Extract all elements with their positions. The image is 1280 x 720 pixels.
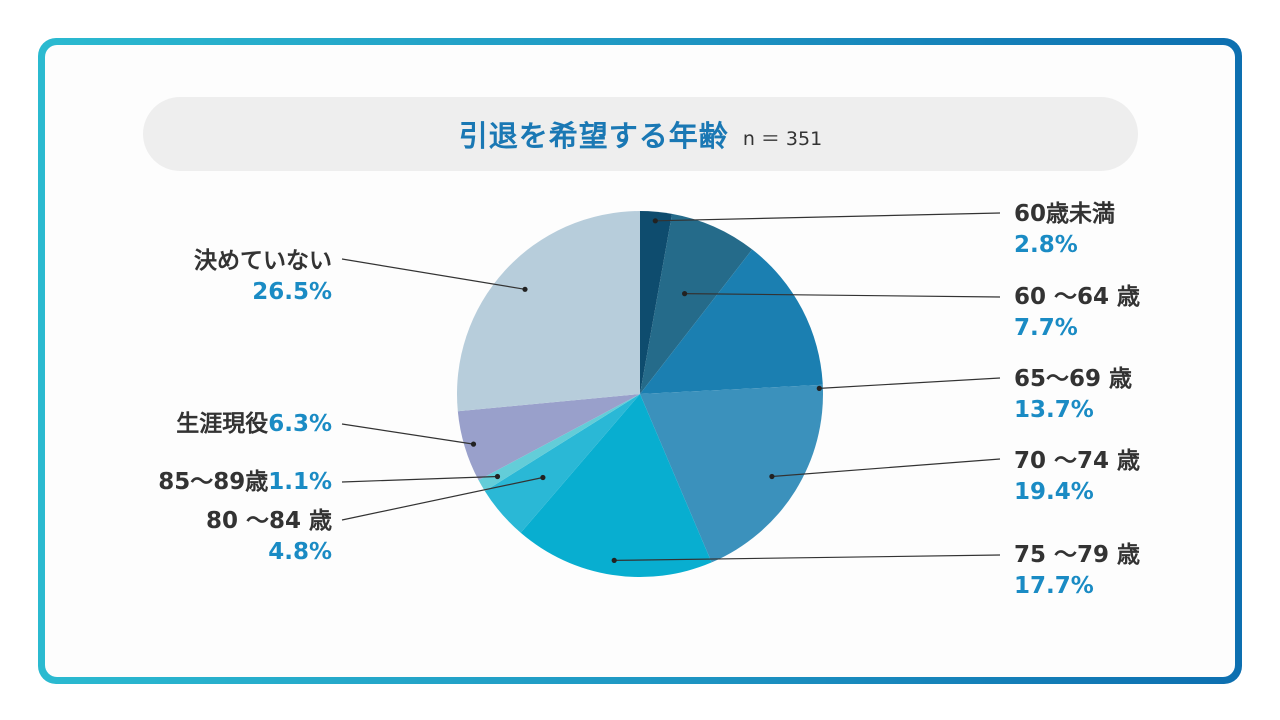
label-70-74-name: 70 〜74 歳 xyxy=(1014,448,1141,474)
label-75-79-name: 75 〜79 歳 xyxy=(1014,542,1141,568)
label-lifelong-pct: 6.3% xyxy=(268,411,332,437)
label-lifelong-name: 生涯現役 xyxy=(176,411,269,437)
leader-line-7 xyxy=(341,423,474,445)
label-undecided-name: 決めていない xyxy=(194,248,332,274)
leader-line-6 xyxy=(341,475,498,483)
pie-slice-8 xyxy=(456,211,640,412)
label-60-64: 60 〜64 歳 7.7% xyxy=(1014,282,1140,344)
label-lifelong: 生涯現役6.3% xyxy=(176,409,332,440)
leader-dot-2 xyxy=(816,385,822,391)
title-bar: 引退を希望する年齢 n ＝ 351 xyxy=(143,97,1138,171)
chart-title: 引退を希望する年齢 xyxy=(458,119,729,153)
label-under-60-pct: 2.8% xyxy=(1014,232,1078,258)
sample-size: n ＝ 351 xyxy=(742,127,823,150)
pie-slice-0 xyxy=(640,211,673,394)
label-60-64-pct: 7.7% xyxy=(1014,315,1078,341)
label-80-84-pct: 4.8% xyxy=(268,539,332,565)
label-85-89-name: 85〜89歳 xyxy=(158,469,269,495)
leader-dot-7 xyxy=(470,441,477,447)
label-70-74-pct: 19.4% xyxy=(1014,479,1094,505)
label-undecided: 決めていない 26.5% xyxy=(194,246,332,308)
label-75-79-pct: 17.7% xyxy=(1014,573,1094,599)
leader-line-3 xyxy=(771,458,1001,478)
leader-line-5 xyxy=(341,476,544,521)
leader-dot-4 xyxy=(611,557,617,564)
pie-slice-4 xyxy=(520,394,712,577)
leader-line-2 xyxy=(819,377,1001,389)
label-85-89: 85〜89歳1.1% xyxy=(158,467,332,498)
label-65-69-pct: 13.7% xyxy=(1014,397,1094,423)
leader-dot-8 xyxy=(522,286,528,292)
leader-dot-6 xyxy=(494,473,501,480)
label-under-60-name: 60歳未満 xyxy=(1014,201,1116,227)
label-under-60: 60歳未満 2.8% xyxy=(1014,199,1115,261)
label-65-69: 65〜69 歳 13.7% xyxy=(1014,364,1132,426)
label-undecided-pct: 26.5% xyxy=(252,279,332,305)
leader-line-0 xyxy=(655,212,1001,222)
label-65-69-name: 65〜69 歳 xyxy=(1014,366,1133,392)
label-75-79: 75 〜79 歳 17.7% xyxy=(1014,540,1140,602)
label-80-84: 80 〜84 歳 4.8% xyxy=(206,506,332,568)
label-60-64-name: 60 〜64 歳 xyxy=(1014,284,1141,310)
leader-dot-3 xyxy=(769,473,775,480)
leader-line-1 xyxy=(684,293,1001,298)
label-70-74: 70 〜74 歳 19.4% xyxy=(1014,446,1140,508)
leader-dot-0 xyxy=(652,218,658,224)
pie-slice-3 xyxy=(640,384,824,563)
leader-dot-1 xyxy=(682,291,688,297)
pie-slice-1 xyxy=(640,213,753,394)
label-80-84-name: 80 〜84 歳 xyxy=(205,508,332,534)
pie-slice-2 xyxy=(640,249,823,394)
label-85-89-pct: 1.1% xyxy=(268,469,332,495)
leader-line-8 xyxy=(341,258,526,290)
leader-line-4 xyxy=(614,554,1001,561)
leader-dot-5 xyxy=(540,474,546,481)
pie-slice-7 xyxy=(457,394,640,481)
pie-slice-5 xyxy=(484,394,640,533)
pie-slice-6 xyxy=(478,394,640,492)
